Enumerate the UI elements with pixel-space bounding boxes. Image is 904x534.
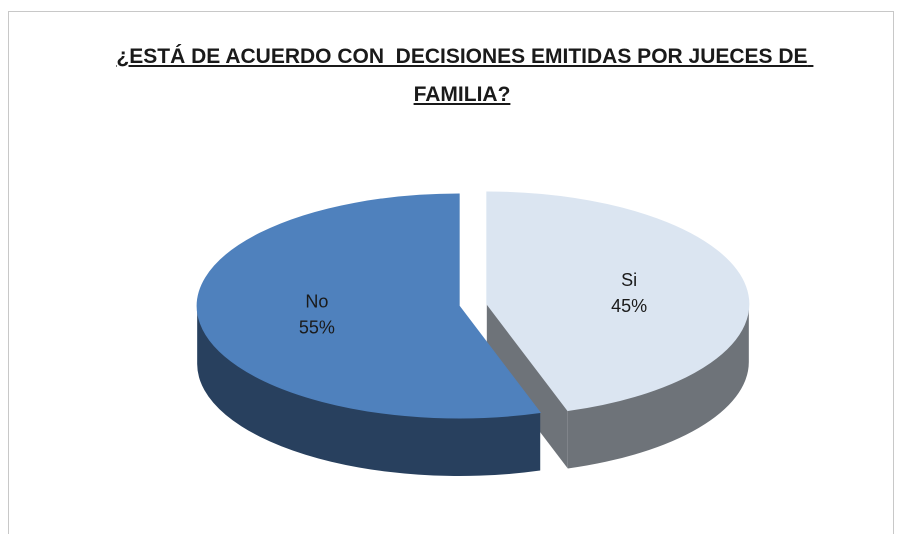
slice-category-label: Si (621, 270, 637, 290)
chart-title: ¿ESTÁ DE ACUERDO CON DECISIONES EMITIDAS… (116, 45, 814, 106)
slice (486, 191, 750, 412)
slice-outer-wall (197, 305, 541, 476)
slice-value-label: 55% (299, 317, 335, 337)
slice-category-label: No (305, 291, 328, 311)
slice-value-label: 45% (611, 296, 647, 316)
chart-border (8, 11, 894, 534)
slice-outer-wall (567, 304, 749, 469)
slice-edge-wall (486, 304, 568, 469)
slice (196, 193, 542, 419)
